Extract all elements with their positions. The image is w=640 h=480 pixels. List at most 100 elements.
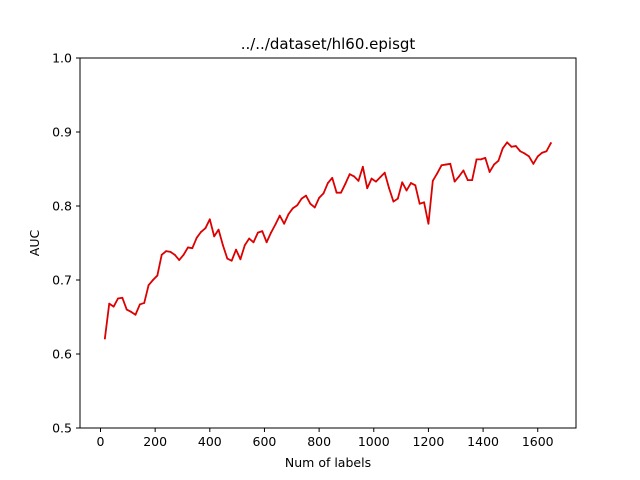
data-point	[143, 302, 146, 304]
data-point	[541, 151, 544, 154]
data-point	[392, 200, 395, 203]
data-point	[501, 147, 504, 150]
data-point	[370, 177, 373, 180]
data-point	[344, 182, 347, 185]
data-point	[252, 241, 255, 244]
data-point	[361, 165, 364, 168]
data-point	[226, 257, 229, 260]
data-point	[506, 141, 509, 144]
data-point	[300, 197, 303, 200]
data-point	[445, 163, 447, 166]
data-point	[283, 222, 286, 225]
data-point	[200, 231, 202, 233]
data-point	[318, 196, 321, 199]
data-point	[108, 302, 111, 305]
data-point	[112, 305, 115, 308]
data-point	[213, 235, 216, 238]
data-point	[414, 184, 417, 187]
x-axis-ticks: 0 200 400 600 800 1000 1200 1400 1600	[97, 428, 554, 449]
data-point	[195, 236, 198, 239]
data-point	[169, 250, 172, 253]
data-point	[436, 172, 439, 175]
series-line-0	[103, 141, 552, 340]
data-point	[134, 313, 137, 316]
data-point	[248, 237, 251, 240]
data-point	[366, 187, 369, 190]
x-tick-label: 800	[307, 434, 331, 449]
y-axis-label: AUC	[27, 230, 42, 257]
data-point	[427, 222, 430, 225]
data-point	[287, 213, 290, 216]
data-point	[270, 231, 272, 234]
data-point	[326, 182, 329, 184]
x-tick-label: 400	[198, 434, 222, 449]
data-point	[471, 179, 474, 182]
data-point	[340, 191, 342, 194]
data-point	[138, 303, 141, 306]
data-point	[418, 202, 421, 205]
data-point	[235, 248, 237, 251]
data-point	[322, 192, 325, 195]
data-point	[532, 162, 535, 165]
data-point	[379, 176, 382, 179]
y-tick-label: 0.5	[52, 421, 72, 436]
data-point	[217, 228, 220, 231]
data-point	[313, 206, 316, 209]
data-point	[480, 158, 482, 161]
data-point	[265, 241, 268, 244]
data-point	[191, 247, 194, 250]
data-point	[449, 162, 452, 165]
data-point	[173, 253, 176, 256]
x-tick-label: 1400	[467, 434, 499, 449]
data-point	[484, 157, 487, 159]
data-point	[357, 179, 360, 182]
data-point	[519, 150, 522, 153]
x-tick-label: 1000	[358, 434, 390, 449]
data-point	[278, 214, 281, 217]
data-point	[239, 258, 242, 261]
data-point	[493, 163, 495, 166]
x-axis-label: Num of labels	[285, 455, 371, 470]
data-point	[523, 152, 526, 155]
data-point	[545, 150, 548, 153]
data-point	[528, 155, 530, 158]
data-point	[182, 253, 185, 256]
data-point	[536, 155, 539, 158]
data-point	[431, 179, 434, 182]
data-point	[222, 244, 224, 247]
data-point	[309, 202, 312, 205]
x-tick-label: 200	[143, 434, 167, 449]
x-tick-label: 0	[97, 434, 105, 449]
data-point	[160, 253, 163, 256]
data-point	[488, 171, 491, 173]
x-tick-label: 1600	[522, 434, 554, 449]
data-point	[497, 159, 500, 162]
data-point	[178, 259, 181, 261]
y-axis-ticks: 0.5 0.6 0.7 0.8 0.9 1.0	[52, 51, 80, 436]
data-point	[230, 259, 233, 262]
data-point	[165, 250, 167, 253]
data-point	[388, 187, 390, 190]
data-point	[475, 158, 478, 161]
data-point	[462, 169, 465, 172]
data-point	[510, 145, 513, 148]
data-point	[243, 244, 246, 247]
data-point	[305, 194, 307, 197]
axes-frame	[79, 57, 577, 429]
data-point	[117, 297, 119, 300]
data-point	[147, 284, 150, 287]
data-point	[208, 218, 211, 221]
data-point	[375, 180, 377, 183]
plot-area	[103, 141, 552, 340]
data-point	[514, 145, 517, 147]
data-point	[453, 180, 456, 183]
data-point	[130, 310, 133, 313]
data-point	[261, 230, 264, 233]
data-point	[549, 142, 552, 145]
chart-title: ../../dataset/hl60.episgt	[241, 35, 416, 53]
data-point	[383, 171, 386, 174]
data-point	[257, 231, 259, 234]
data-point	[291, 207, 294, 210]
data-point	[274, 223, 277, 226]
